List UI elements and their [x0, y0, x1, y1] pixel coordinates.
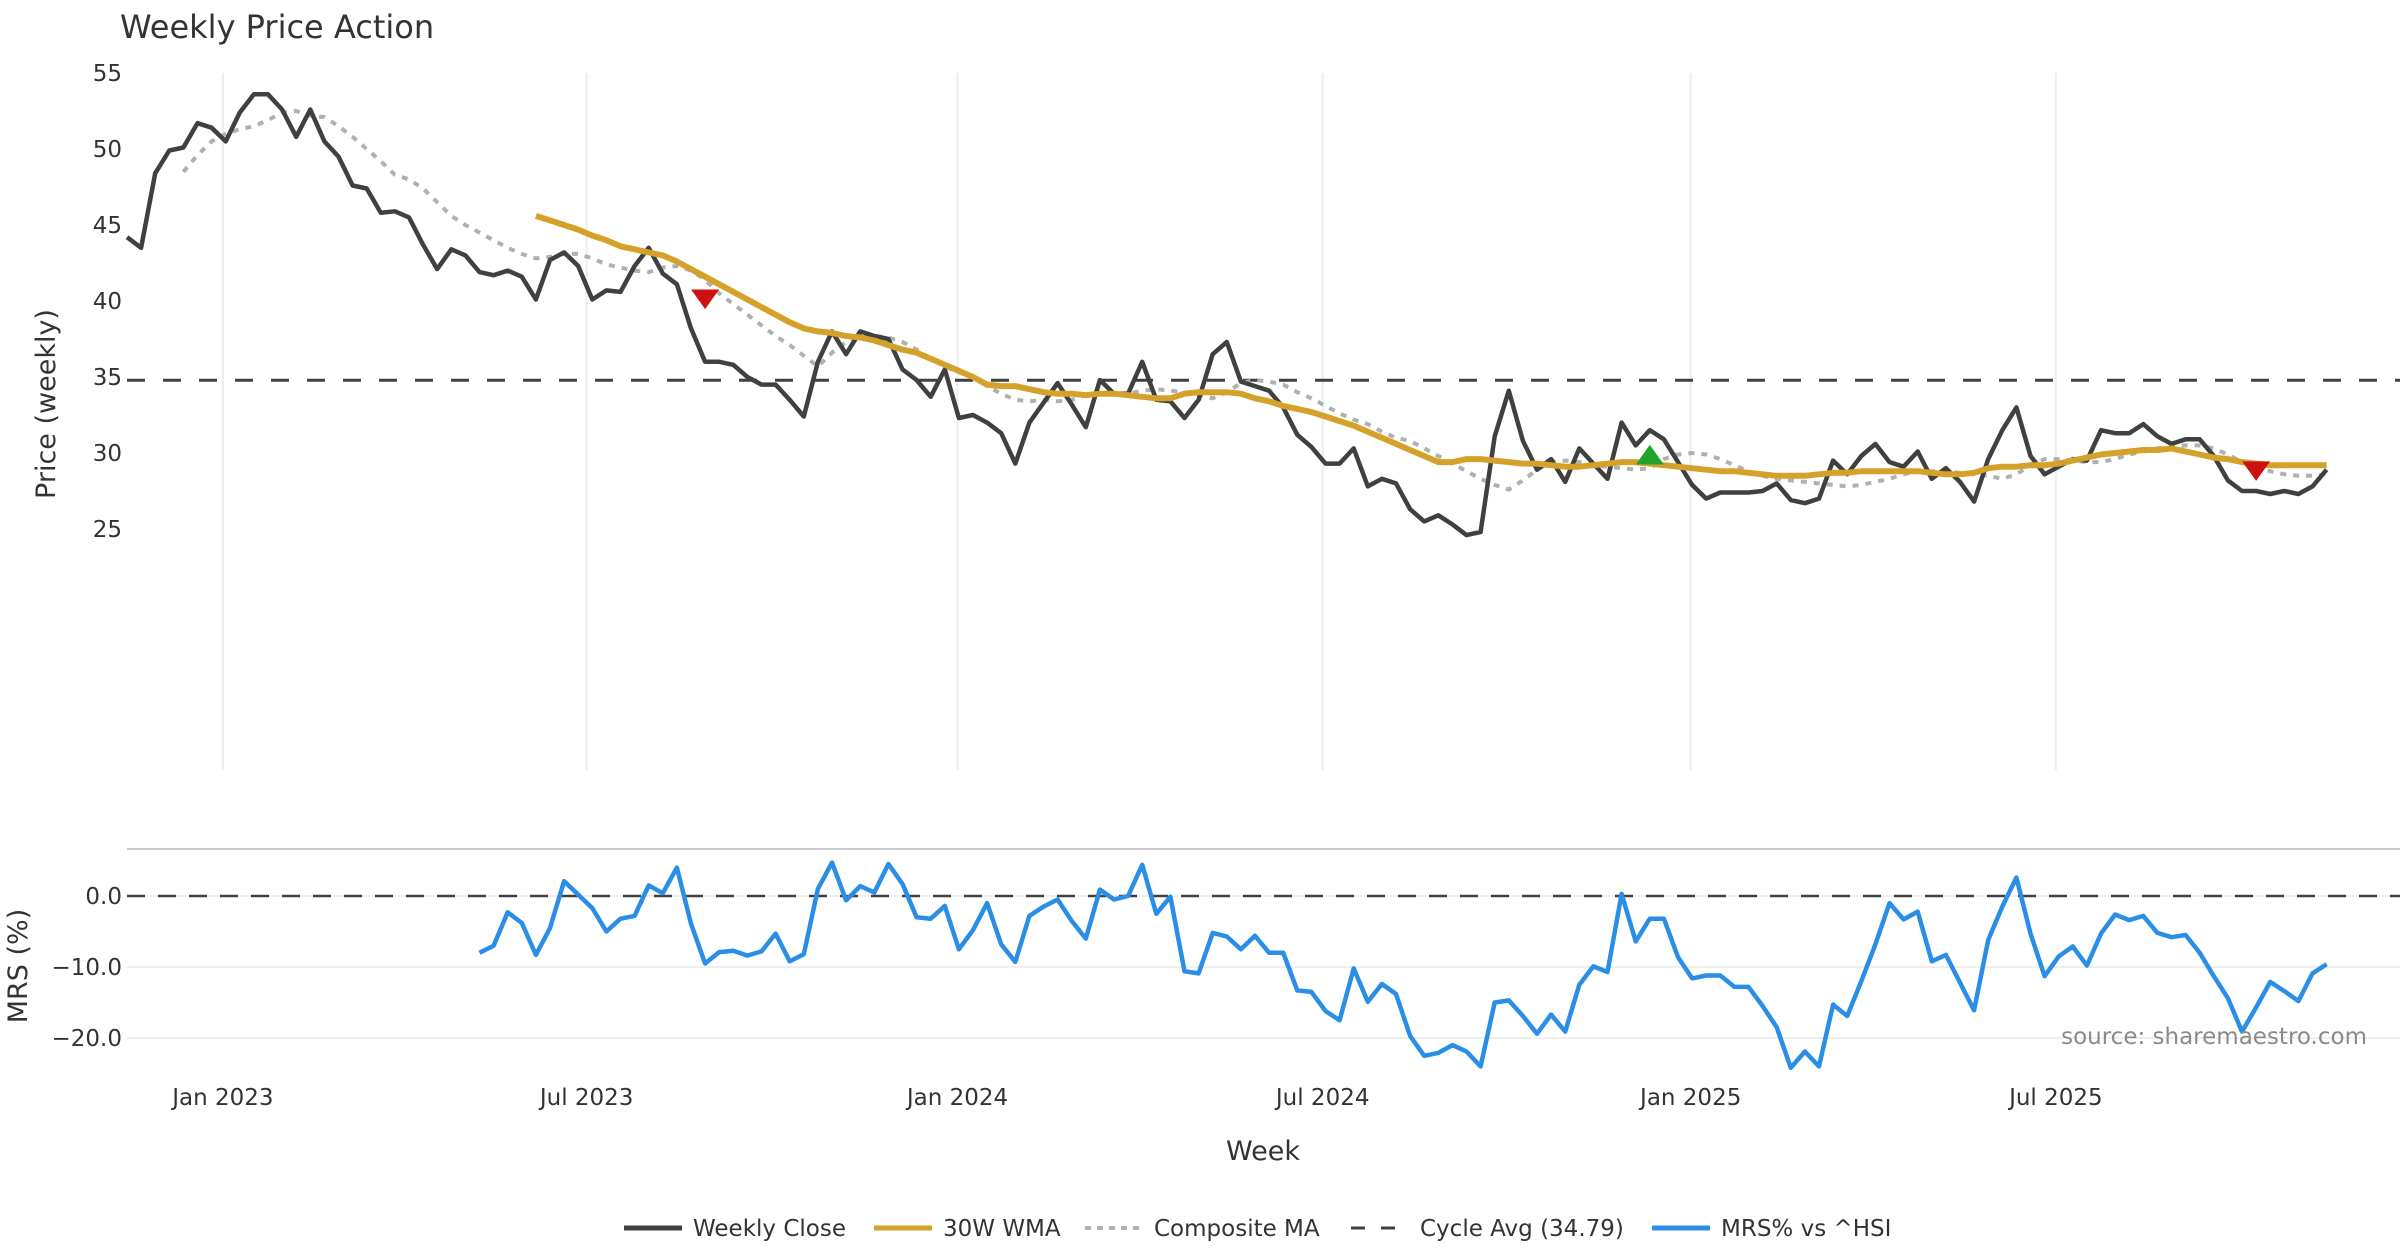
- price-panel: 25 30 35 40 45 50 55 Price (weekly): [31, 61, 2400, 770]
- wma-30w-line: [534, 213, 2327, 479]
- mrs-y-axis-label: MRS (%): [3, 909, 34, 1024]
- x-tick-label: Jan 2025: [1638, 1085, 1741, 1111]
- legend-item: 30W WMA: [874, 1216, 1061, 1242]
- buy-signal-marker: [1635, 444, 1664, 465]
- legend-item: Cycle Avg (34.79): [1351, 1216, 1624, 1242]
- x-axis-label: Week: [1226, 1136, 1300, 1167]
- x-axis-ticks: Jan 2023 Jul 2023 Jan 2024 Jul 2024 Jan 2025…: [170, 1085, 2102, 1111]
- mrs-y-tick-label: −20.0: [52, 1026, 122, 1052]
- legend-item: Composite MA: [1085, 1216, 1320, 1242]
- mrs-y-tick-label: 0.0: [85, 884, 122, 910]
- y-tick-label: 45: [93, 213, 122, 239]
- x-tick-label: Jul 2025: [2007, 1085, 2103, 1111]
- x-tick-label: Jan 2024: [905, 1085, 1008, 1111]
- x-tick-label: Jul 2023: [538, 1085, 634, 1111]
- mrs-y-ticks: 0.0 −10.0 −20.0: [52, 884, 122, 1052]
- price-markers: [691, 289, 2271, 481]
- y-tick-label: 50: [93, 137, 122, 163]
- price-vertical-gridlines: [221, 73, 2057, 770]
- mrs-horizontal-gridlines: [127, 895, 2400, 1039]
- legend-label: MRS% vs ^HSI: [1721, 1216, 1891, 1242]
- legend: Weekly Close 30W WMA Composite MA Cycle Avg…: [624, 1216, 1891, 1242]
- legend-item: MRS% vs ^HSI: [1652, 1216, 1891, 1242]
- legend-label: Composite MA: [1154, 1216, 1320, 1242]
- mrs-y-tick-label: −10.0: [52, 955, 122, 981]
- y-tick-label: 35: [93, 365, 122, 391]
- weekly-close-line: [125, 92, 2329, 538]
- x-tick-label: Jul 2024: [1274, 1085, 1370, 1111]
- price-y-axis-label: Price (weekly): [31, 309, 62, 499]
- legend-label: 30W WMA: [943, 1216, 1061, 1242]
- y-tick-label: 30: [93, 441, 122, 467]
- mrs-line: [478, 860, 2328, 1071]
- source-credit: source: sharemaestro.com: [2061, 1024, 2367, 1050]
- mrs-panel: 0.0 −10.0 −20.0 MRS (%) source: sharemaest…: [3, 860, 2400, 1071]
- price-lines: [125, 92, 2400, 538]
- legend-label: Weekly Close: [693, 1216, 846, 1242]
- legend-item: Weekly Close: [624, 1216, 846, 1242]
- composite-ma-line: [181, 108, 2327, 492]
- y-tick-label: 55: [93, 61, 122, 87]
- sell-signal-marker: [691, 289, 720, 310]
- legend-label: Cycle Avg (34.79): [1420, 1216, 1624, 1242]
- x-tick-label: Jan 2023: [170, 1085, 273, 1111]
- y-tick-label: 40: [93, 289, 122, 315]
- chart-title: Weekly Price Action: [120, 8, 434, 46]
- price-y-ticks: 25 30 35 40 45 50 55: [93, 61, 122, 543]
- sell-signal-marker: [2242, 461, 2271, 481]
- mrs-lines: [127, 860, 2400, 1071]
- y-tick-label: 25: [93, 517, 122, 543]
